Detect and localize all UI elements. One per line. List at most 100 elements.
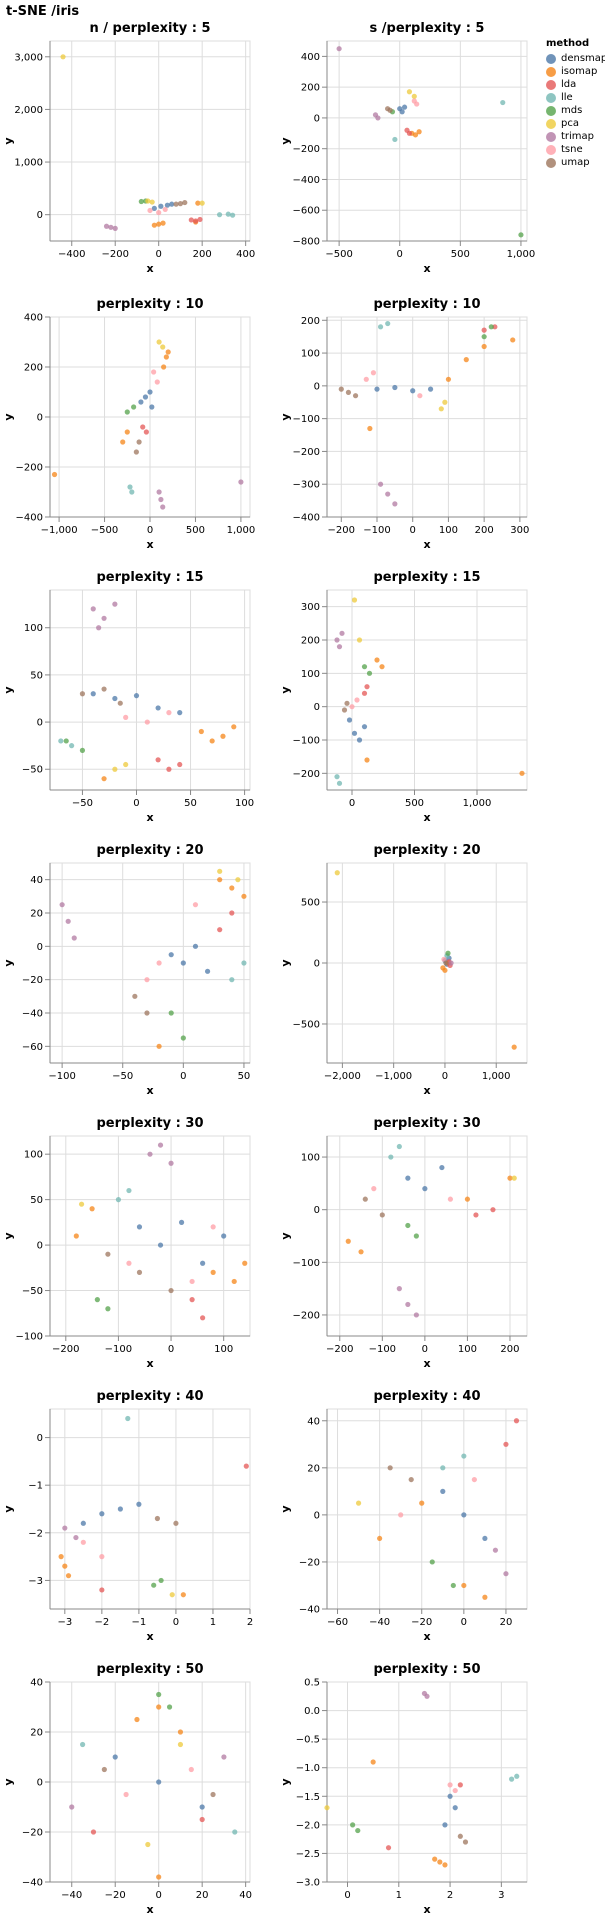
point-pca [438,406,444,412]
point-mds [405,1222,411,1229]
y-axis-label: y [2,1778,15,1785]
point-umap [177,201,184,207]
y-tick-label: 1,000 [14,158,43,169]
y-tick-label: −500 [293,1019,320,1030]
point-lda [199,1816,205,1823]
point-densmap [156,1779,162,1785]
point-isomap [379,664,385,670]
point-mds [481,334,487,340]
point-trimap [160,504,166,510]
point-umap [136,439,142,445]
y-tick-label: −200 [16,463,43,474]
x-axis-label: x [146,1630,153,1643]
point-lle [336,780,343,786]
point-tsne [156,209,162,216]
point-lda [140,424,146,430]
point-mds [156,1691,162,1698]
x-tick-label: 300 [510,525,529,536]
y-tick-label: −600 [293,206,320,217]
point-densmap [346,717,353,723]
chart-panel: perplexity : 20 −100 −50 0 50 −60 −40 −20 0 20 40 x… [2,843,251,1097]
point-lda [490,1207,496,1213]
chart-title: perplexity : 15 [97,570,204,585]
x-tick-label: −20 [411,1617,432,1628]
point-trimap [71,935,77,941]
point-lda [481,327,487,333]
point-densmap [374,386,380,392]
point-umap [133,449,139,455]
point-isomap [151,222,157,228]
point-densmap [149,404,155,410]
y-tick-label: −20 [22,1828,43,1839]
x-axis-label: x [423,538,430,551]
point-trimap [96,625,102,631]
y-tick-label: 0 [37,210,43,221]
point-trimap [73,1534,79,1541]
x-tick-label: −50 [112,1071,133,1082]
x-axis-label: x [146,1357,153,1370]
chart-title: s /perplexity : 5 [370,21,485,36]
point-densmap [399,109,405,115]
point-isomap [124,429,130,435]
legend-swatch [546,92,556,103]
chart-panel: perplexity : 20 −2,000 −1,000 0 1,000 −500 0 50… [279,843,528,1097]
point-trimap [157,1142,164,1148]
y-tick-label: 0.0 [304,1706,320,1717]
x-tick-label: 3 [498,1890,504,1901]
point-isomap [62,1563,68,1569]
point-lle [80,1741,86,1748]
legend-label: lle [561,92,573,103]
point-pca [324,1805,330,1811]
y-axis-label: y [279,1232,292,1239]
point-lda [457,1782,463,1788]
legend-swatch [546,144,556,155]
point-mds [413,1233,419,1239]
x-tick-label: 1,000 [482,1071,511,1082]
y-tick-label: −2.5 [296,1849,320,1860]
point-lle [229,977,235,983]
point-isomap [220,733,226,739]
point-densmap [99,1511,105,1517]
point-tsne [371,1186,377,1192]
y-tick-label: 0 [314,381,320,392]
x-tick-label: 2 [447,1890,453,1901]
point-trimap [69,1804,75,1810]
point-pca [123,761,129,768]
point-lda [513,1418,520,1424]
plot-frame [326,1135,528,1337]
chart-panel: perplexity : 40 −3 −2 −1 0 1 2 −3 −2 −1 0 x y [2,1389,253,1643]
point-densmap [80,1520,86,1526]
x-tick-label: 0 [461,1617,467,1628]
point-pca [217,868,223,874]
point-densmap [157,1242,164,1248]
point-lle [232,1829,238,1835]
x-tick-label: 400 [236,249,255,260]
point-tsne [417,393,423,399]
point-mds [450,1582,456,1589]
legend-label: lda [561,79,577,90]
chart-title: perplexity : 40 [97,1389,204,1404]
x-tick-label: −3 [57,1617,72,1628]
point-densmap [178,1219,185,1225]
point-isomap [519,770,525,776]
point-isomap [161,364,167,370]
chart-panel: perplexity : 10 −200 −100 0 100 200 300 −400 −30… [279,297,529,551]
legend-swatch [546,131,556,142]
point-densmap [155,705,161,711]
y-tick-label: −100 [293,414,320,425]
point-isomap [358,1249,364,1255]
x-tick-label: 0 [422,1344,428,1355]
point-isomap [165,349,171,355]
point-trimap [147,1151,153,1157]
point-lle [127,484,133,490]
point-pca [235,877,241,883]
y-tick-label: 100 [301,1153,320,1164]
y-tick-label: 100 [24,623,43,634]
chart-title: perplexity : 50 [97,1662,204,1677]
legend-item-lda: lda [546,78,605,91]
point-tsne [151,369,157,375]
y-axis-label: y [2,1505,15,1512]
point-isomap [65,1573,72,1579]
x-tick-label: −2 [94,1617,109,1628]
